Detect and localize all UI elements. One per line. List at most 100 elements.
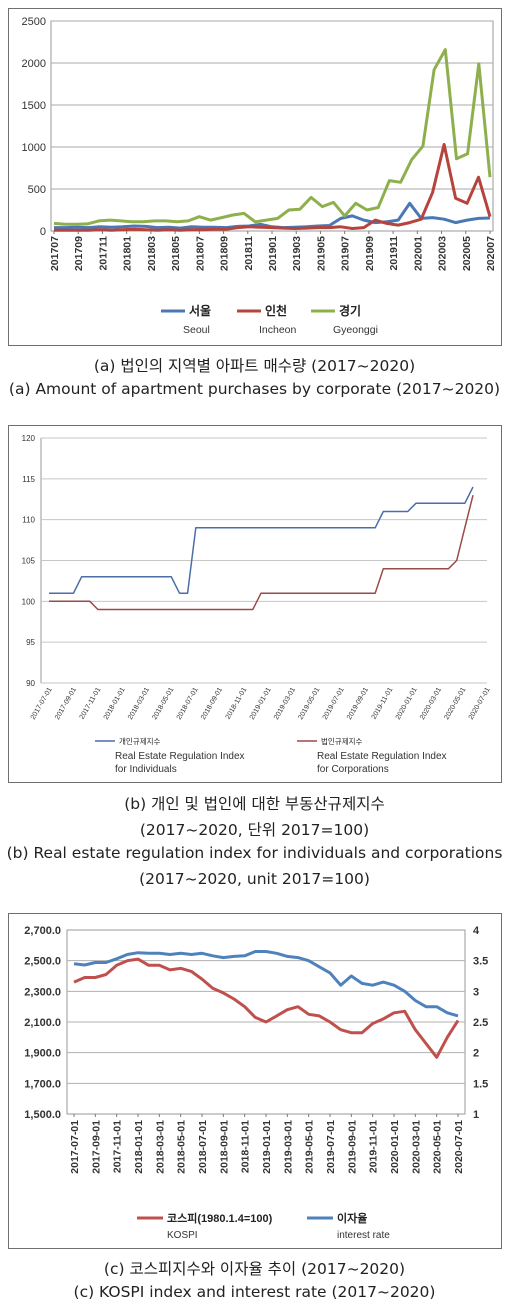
x-tick-label-b: 2017-07-01 xyxy=(30,686,54,721)
y-tick-label-left-c: 1,500.0 xyxy=(24,1109,61,1121)
x-tick-label-c: 2018-11-01 xyxy=(240,1120,252,1173)
x-tick-label-c: 2019-07-01 xyxy=(325,1120,337,1174)
series-line-a-seoul xyxy=(54,201,491,230)
legend-label-a: 서울 xyxy=(189,303,211,318)
x-tick-label-a: 202005 xyxy=(461,236,473,271)
legend-label-c: 코스피(1980.1.4=100) xyxy=(167,1211,273,1225)
caption-c-english: (c) KOSPI index and interest rate (2017~… xyxy=(73,1283,436,1301)
x-tick-label-b: 2017-09-01 xyxy=(54,686,78,721)
x-tick-label-a: 201907 xyxy=(340,236,352,271)
x-tick-label-c: 2017-07-01 xyxy=(69,1120,81,1174)
y-tick-label-left-c: 2,100.0 xyxy=(24,1017,61,1029)
series-line-a-gyeonggi xyxy=(53,48,492,226)
y-tick-label-b: 100 xyxy=(22,597,36,606)
x-tick-label-b: 2019-11-01 xyxy=(371,686,395,720)
x-tick-label-c: 2020-07-01 xyxy=(453,1120,465,1174)
y-tick-label-left-c: 1,700.0 xyxy=(24,1078,61,1090)
legend-sublabel-b: Real Estate Regulation Index xyxy=(317,751,447,762)
x-tick-label-a: 201903 xyxy=(291,236,303,271)
legend-sublabel-a: Seoul xyxy=(183,324,210,336)
legend-sublabel-c: KOSPI xyxy=(167,1230,198,1241)
caption-b-unit: (2017~2020, unit 2017=100) xyxy=(139,870,370,888)
x-tick-label-b: 2017-11-01 xyxy=(79,686,103,720)
x-tick-label-b: 2019-03-01 xyxy=(273,686,297,721)
y-tick-label-right-c: 1.5 xyxy=(473,1078,488,1090)
x-tick-label-a: 201803 xyxy=(146,236,158,271)
x-tick-label-a: 201911 xyxy=(388,236,400,271)
y-tick-label-a: 0 xyxy=(40,226,46,238)
x-tick-label-c: 2019-11-01 xyxy=(368,1120,380,1173)
x-tick-label-b: 2019-05-01 xyxy=(297,686,321,721)
y-tick-label-right-c: 1 xyxy=(473,1109,479,1121)
y-tick-label-b: 95 xyxy=(26,638,35,647)
legend-sublabel-a: Incheon xyxy=(259,324,297,336)
x-tick-label-a: 201811 xyxy=(243,236,255,271)
y-tick-label-right-c: 3.5 xyxy=(473,956,488,968)
x-tick-label-c: 2020-01-01 xyxy=(389,1120,401,1174)
legend-label-c: 이자율 xyxy=(337,1211,367,1225)
chart-c-svg: 1,500.0 1,700.0 1,900.0 2,100.0 2,300.0 2,500… xyxy=(24,925,488,1241)
y-tick-label-right-c: 3 xyxy=(473,986,479,998)
legend-label-a: 인천 xyxy=(265,303,287,318)
x-tick-label-b: 2019-07-01 xyxy=(322,686,346,721)
x-tick-label-a: 201711 xyxy=(97,236,109,271)
x-tick-label-a: 201709 xyxy=(73,236,85,271)
y-tick-label-right-c: 2.5 xyxy=(473,1017,488,1029)
caption-c-korean: (c) 코스피지수와 이자율 추이 (2017~2020) xyxy=(103,1260,406,1278)
x-tick-label-a: 201809 xyxy=(219,236,231,271)
x-tick-label-c: 2020-05-01 xyxy=(432,1120,444,1174)
x-tick-label-c: 2019-09-01 xyxy=(346,1120,358,1174)
y-tick-label-a: 1000 xyxy=(22,142,46,154)
x-tick-label-a: 201807 xyxy=(194,236,206,271)
x-tick-label-c: 2019-03-01 xyxy=(282,1120,294,1174)
legend-label-b: 법인규제지수 xyxy=(321,736,362,746)
chart-b-panel: 90 95 100 105 110 115 120 2017-07-01 2017-09-01 2… xyxy=(8,425,502,783)
y-tick-label-b: 120 xyxy=(22,434,36,443)
x-tick-label-b: 2018-11-01 xyxy=(225,686,249,720)
legend-sublabel-c: interest rate xyxy=(337,1230,390,1241)
x-tick-label-b: 2018-01-01 xyxy=(103,686,127,721)
series-line-c-interest-rate xyxy=(73,950,459,1018)
legend-sublabel-b: Real Estate Regulation Index xyxy=(115,751,245,762)
x-tick-label-c: 2018-03-01 xyxy=(154,1120,166,1174)
x-tick-label-c: 2018-01-01 xyxy=(133,1120,145,1174)
series-line-a-incheon xyxy=(54,143,492,232)
y-tick-label-right-c: 2 xyxy=(473,1048,479,1060)
x-tick-label-b: 2020-07-01 xyxy=(468,686,492,721)
legend-label-b: 개인규제지수 xyxy=(119,736,160,746)
x-tick-label-b: 2018-05-01 xyxy=(151,686,175,721)
y-tick-label-a: 500 xyxy=(28,184,46,196)
legend-sublabel-b: for Corporations xyxy=(317,764,389,775)
legend-sublabel-a: Gyeonggi xyxy=(333,324,378,336)
x-tick-label-c: 2018-05-01 xyxy=(176,1120,188,1174)
y-tick-label-a: 2000 xyxy=(22,58,46,70)
series-line-b-individuals xyxy=(49,486,474,594)
series-line-c-kospi xyxy=(73,957,460,1059)
x-tick-label-b: 2020-05-01 xyxy=(443,686,467,721)
caption-b-period: (2017~2020, 단위 2017=100) xyxy=(139,821,370,839)
y-tick-label-left-c: 2,300.0 xyxy=(24,986,61,998)
x-tick-label-a: 201909 xyxy=(364,236,376,271)
x-tick-label-c: 2019-01-01 xyxy=(261,1120,273,1174)
x-tick-label-a: 201707 xyxy=(49,236,61,271)
x-tick-label-b: 2020-01-01 xyxy=(395,686,419,721)
y-tick-label-right-c: 4 xyxy=(473,925,480,937)
x-tick-label-c: 2017-11-01 xyxy=(112,1120,124,1173)
caption-a-korean: (a) 법인의 지역별 아파트 매수량 (2017~2020) xyxy=(93,357,416,375)
y-tick-label-left-c: 2,700.0 xyxy=(24,925,61,937)
x-tick-label-c: 2018-07-01 xyxy=(197,1120,209,1174)
x-tick-label-a: 202003 xyxy=(437,236,449,271)
x-tick-label-a: 202001 xyxy=(412,236,424,271)
chart-a-panel: 0 500 1000 1500 2000 2500 201707 201709 201711 20… xyxy=(8,8,502,346)
x-tick-label-c: 2017-09-01 xyxy=(90,1120,102,1174)
x-tick-label-b: 2020-03-01 xyxy=(419,686,443,721)
x-tick-label-b: 2019-09-01 xyxy=(346,686,370,721)
caption-b-english: (b) Real estate regulation index for ind… xyxy=(6,844,503,862)
caption-a-english: (a) Amount of apartment purchases by cor… xyxy=(8,380,501,398)
caption-b-korean: (b) 개인 및 법인에 대한 부동산규제지수 xyxy=(124,795,385,813)
legend-label-a: 경기 xyxy=(339,303,361,318)
x-tick-label-a: 202007 xyxy=(485,236,497,271)
y-tick-label-left-c: 2,500.0 xyxy=(24,956,61,968)
x-tick-label-c: 2020-03-01 xyxy=(410,1120,422,1174)
